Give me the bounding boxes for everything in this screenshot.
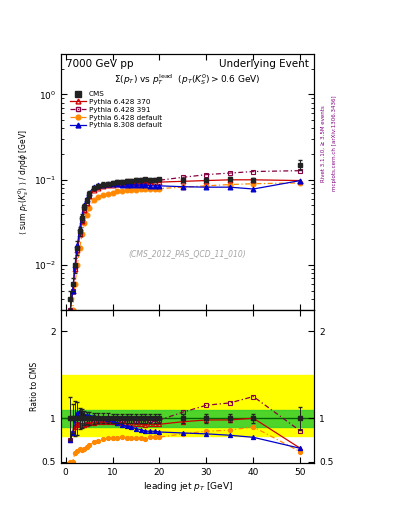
Y-axis label: $\langle$ sum $p_T(K_s^0)$ $\rangle$ / d$\eta$d$\phi$ [GeV]: $\langle$ sum $p_T(K_s^0)$ $\rangle$ / d… xyxy=(16,129,31,234)
Text: $\Sigma(p_T)$ vs $p_T^{\rm lead}$  $(p_T(K_S^0) > 0.6$ GeV$)$: $\Sigma(p_T)$ vs $p_T^{\rm lead}$ $(p_T(… xyxy=(114,72,261,87)
Legend: CMS, Pythia 6.428 370, Pythia 6.428 391, Pythia 6.428 default, Pythia 8.308 defa: CMS, Pythia 6.428 370, Pythia 6.428 391,… xyxy=(67,88,165,132)
Text: 7000 GeV pp: 7000 GeV pp xyxy=(66,59,134,69)
X-axis label: leading jet $p_T$ [GeV]: leading jet $p_T$ [GeV] xyxy=(143,480,233,493)
Text: (CMS_2012_PAS_QCD_11_010): (CMS_2012_PAS_QCD_11_010) xyxy=(129,249,246,258)
Text: mcplots.cern.ch [arXiv:1306.3436]: mcplots.cern.ch [arXiv:1306.3436] xyxy=(332,96,337,191)
Bar xyxy=(61,375,314,436)
Y-axis label: Ratio to CMS: Ratio to CMS xyxy=(30,362,39,411)
Bar xyxy=(61,410,314,427)
Text: Underlying Event: Underlying Event xyxy=(219,59,309,69)
Text: Rivet 3.1.10, ≥ 3.5M events: Rivet 3.1.10, ≥ 3.5M events xyxy=(320,105,325,182)
